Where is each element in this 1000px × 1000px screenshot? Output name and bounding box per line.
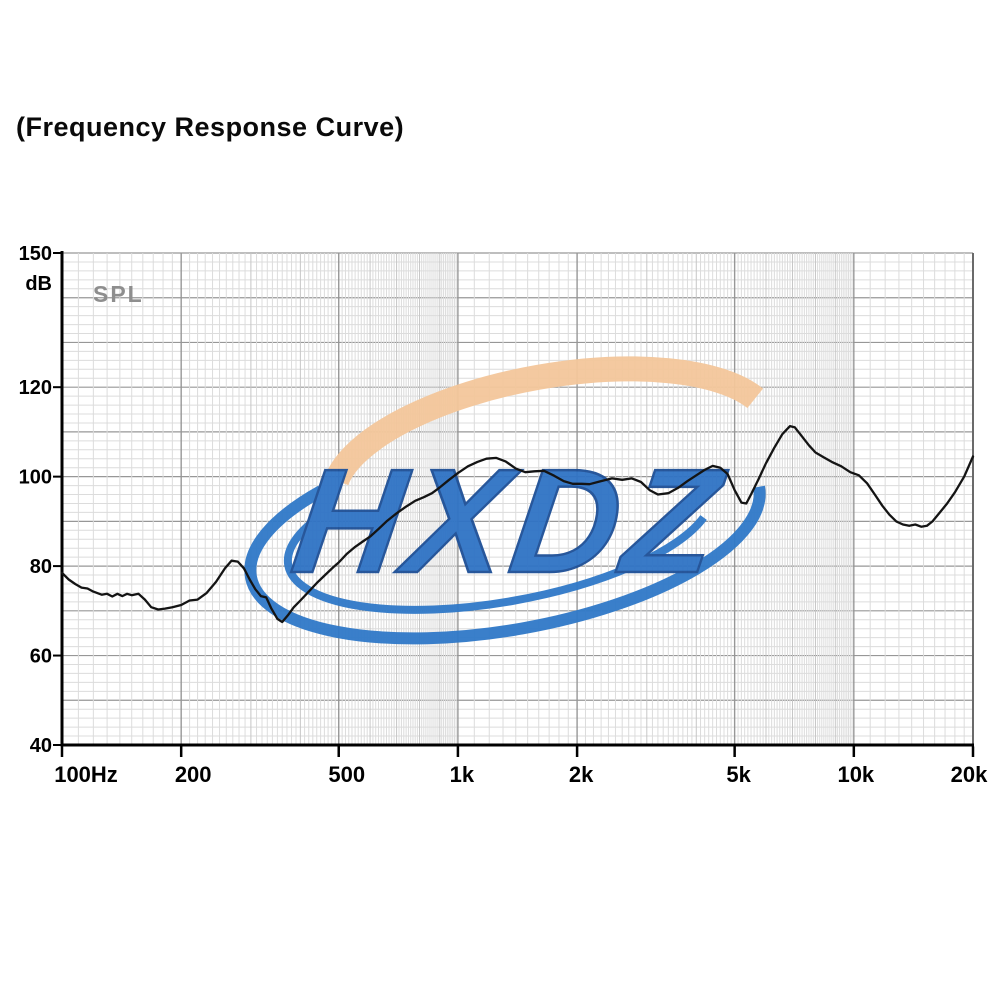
x-tick-label: 100Hz	[54, 762, 118, 787]
x-tick-label: 20k	[951, 762, 988, 787]
x-tick-label: 200	[175, 762, 212, 787]
y-tick-label: 40	[30, 735, 52, 757]
y-tick-label: 80	[30, 556, 52, 578]
y-tick-label: 100	[19, 467, 52, 489]
y-tick-label: 60	[30, 646, 52, 668]
watermark-arc	[321, 356, 785, 568]
x-tick-label: 5k	[726, 762, 751, 787]
watermark: HXDZ	[244, 356, 785, 645]
x-tick-label: 1k	[450, 762, 475, 787]
frequency-response-curve	[60, 424, 975, 624]
x-tick-label: 500	[328, 762, 365, 787]
x-tick-label: 2k	[569, 762, 594, 787]
x-tick-label: 10k	[837, 762, 874, 787]
axes: 100Hz 200 500 1k 2k 5k 10k 20k 150 120 100 80 60 40 dB…	[19, 243, 988, 787]
chart-title: (Frequency Response Curve)	[16, 112, 405, 142]
y-axis-unit-label: dB	[25, 273, 52, 295]
y-tick-label: 150	[19, 243, 52, 265]
watermark-ring-outer	[244, 419, 766, 645]
grid	[62, 252, 974, 745]
series-label-spl: SPL	[93, 281, 144, 307]
watermark-ring-inner	[283, 442, 717, 614]
y-tick-label: 120	[19, 377, 52, 399]
